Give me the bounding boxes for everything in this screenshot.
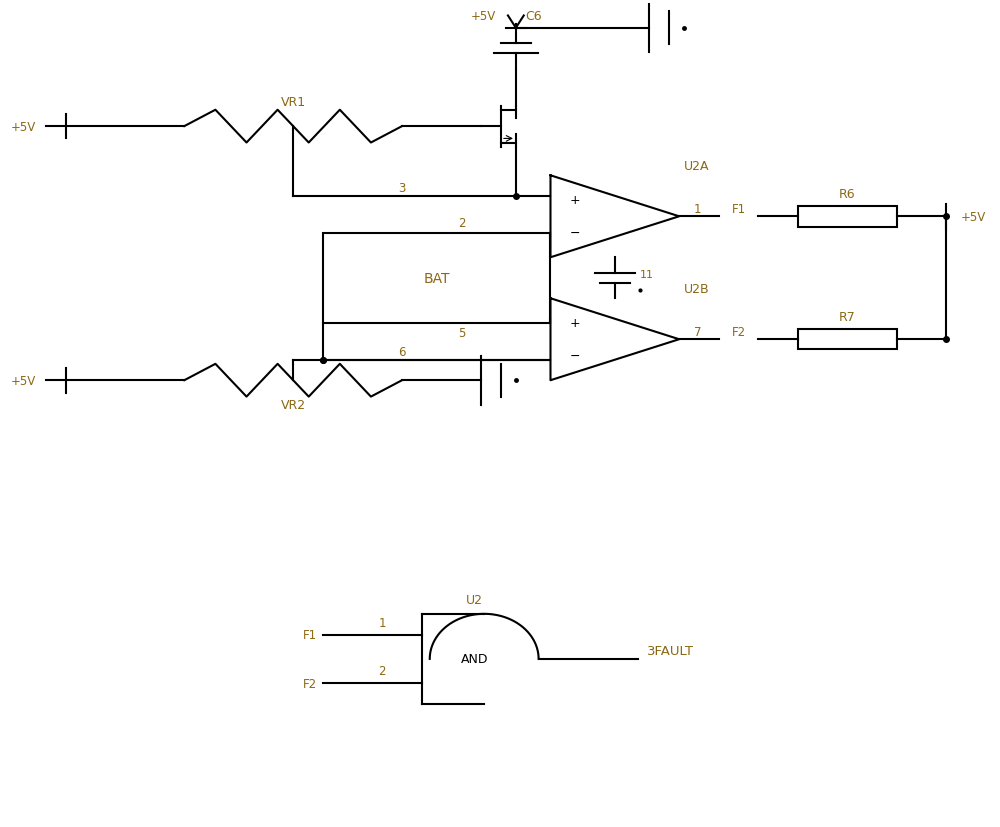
Text: +: + <box>570 194 581 207</box>
Text: VR1: VR1 <box>281 96 306 109</box>
Text: R6: R6 <box>839 188 856 201</box>
Text: F2: F2 <box>303 677 317 690</box>
Text: 1: 1 <box>378 616 386 629</box>
Text: F2: F2 <box>731 325 746 338</box>
Text: U2B: U2B <box>684 283 710 295</box>
Text: −: − <box>570 227 580 240</box>
Text: C6: C6 <box>526 10 542 23</box>
Text: F1: F1 <box>731 203 746 215</box>
Text: BAT: BAT <box>423 271 450 285</box>
Text: 3: 3 <box>398 182 406 195</box>
Text: 5: 5 <box>458 327 465 340</box>
Text: 2: 2 <box>458 217 465 230</box>
Bar <box>798 330 897 350</box>
Text: U2: U2 <box>466 593 483 606</box>
Text: +: + <box>570 317 581 330</box>
Text: −: − <box>570 350 580 363</box>
Text: +5V: +5V <box>961 211 986 223</box>
Text: 11: 11 <box>640 270 654 280</box>
Text: VR2: VR2 <box>281 399 306 412</box>
Text: 1: 1 <box>694 203 701 215</box>
Text: U2A: U2A <box>684 160 710 173</box>
Text: +5V: +5V <box>11 375 36 387</box>
Text: +5V: +5V <box>11 121 36 133</box>
Text: 3FAULT: 3FAULT <box>647 644 694 657</box>
Text: AND: AND <box>461 653 488 666</box>
Bar <box>798 207 897 227</box>
Bar <box>323 233 550 323</box>
Text: F1: F1 <box>303 629 317 641</box>
Text: 2: 2 <box>378 665 386 677</box>
Text: 6: 6 <box>398 346 406 359</box>
Text: R7: R7 <box>839 310 856 323</box>
Text: +5V: +5V <box>471 10 496 23</box>
Text: 7: 7 <box>694 325 701 338</box>
